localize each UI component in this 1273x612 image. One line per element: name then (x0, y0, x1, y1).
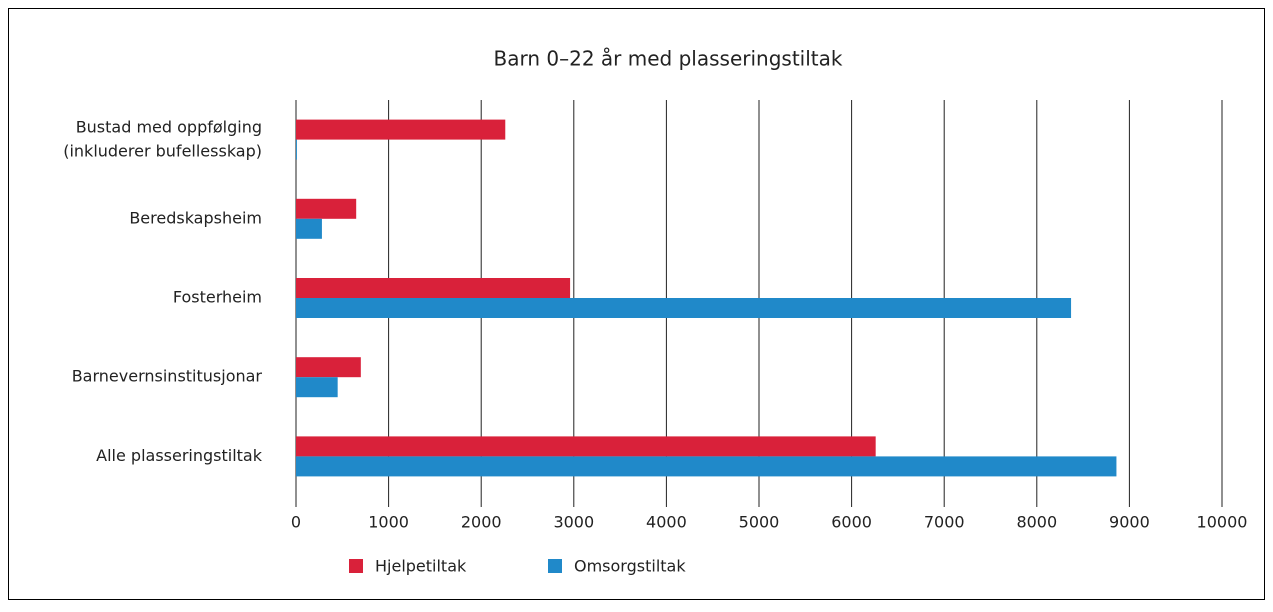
y-tick-label: Bustad med oppfølging (inkluderer bufelle… (63, 117, 262, 160)
bar (296, 298, 1072, 318)
frame (8, 8, 1265, 600)
legend-swatch (349, 559, 363, 573)
y-tick-label: Barnevernsinstitusjonar (72, 367, 263, 386)
x-tick-label: 5000 (739, 513, 780, 532)
y-tick-label: Beredskapsheim (129, 208, 262, 227)
bar (296, 139, 297, 160)
bar (296, 436, 876, 457)
bar (296, 278, 571, 298)
y-tick-label-line: (inkluderer bufellesskap) (63, 141, 262, 160)
x-tick-label: 1000 (368, 513, 409, 532)
legend-swatch (548, 559, 562, 573)
bar (296, 357, 361, 378)
x-tick-label: 2000 (461, 513, 502, 532)
x-tick-label: 4000 (646, 513, 687, 532)
x-tick-label: 3000 (553, 513, 594, 532)
bar (296, 198, 357, 219)
y-tick-label-line: Bustad med oppfølging (76, 117, 262, 136)
y-tick-label: Fosterheim (173, 288, 262, 307)
bar (296, 119, 506, 140)
legend-label: Omsorgstiltak (574, 557, 686, 576)
bar (296, 218, 322, 239)
y-tick-label: Alle plasseringstiltak (96, 446, 263, 465)
x-tick-label: 8000 (1016, 513, 1057, 532)
x-tick-label: 7000 (924, 513, 965, 532)
x-tick-label: 6000 (831, 513, 872, 532)
bar (296, 456, 1117, 477)
x-tick-label: 10000 (1197, 513, 1248, 532)
legend-label: Hjelpetiltak (375, 557, 467, 576)
x-tick-label: 9000 (1109, 513, 1150, 532)
x-tick-label: 0 (291, 513, 301, 532)
bar (296, 377, 338, 398)
chart-title: Barn 0–22 år med plasseringstiltak (494, 47, 843, 71)
